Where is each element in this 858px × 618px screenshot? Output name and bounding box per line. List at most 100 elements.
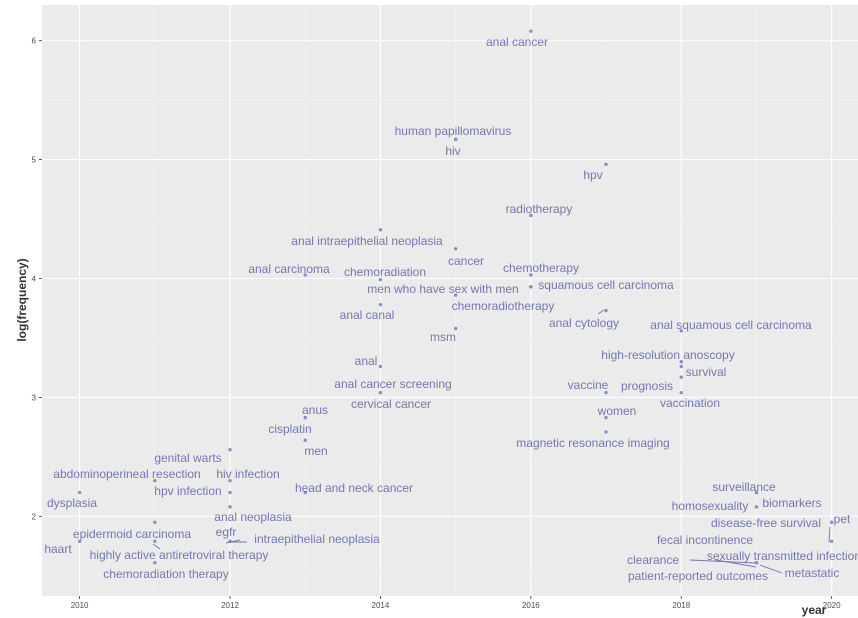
x-tick-label: 2018 <box>672 601 690 610</box>
data-point <box>228 490 232 495</box>
x-tick-label: 2010 <box>71 601 89 610</box>
data-point <box>303 438 307 442</box>
y-axis-title: log(frequency) <box>15 258 29 341</box>
plot-panel <box>42 5 858 596</box>
point-label: chemoradiotherapy <box>452 299 555 313</box>
x-tick-label: 2014 <box>372 601 390 610</box>
point-label: human papillomavirus <box>395 124 512 138</box>
point-label: pet <box>834 512 851 526</box>
point-label: anal intraepithelial neoplasia <box>291 234 443 248</box>
data-point <box>679 375 683 379</box>
label-leader-line <box>828 526 831 543</box>
point-label: fecal incontinence <box>657 533 753 547</box>
data-point <box>303 490 307 495</box>
data-point <box>303 273 307 277</box>
point-label: radiotherapy <box>506 202 573 216</box>
data-point <box>453 293 458 297</box>
data-point <box>453 137 458 142</box>
point-label: survival <box>686 365 727 379</box>
data-point <box>303 415 307 420</box>
point-label: anal squamous cell carcinoma <box>650 318 812 332</box>
point-label: msm <box>430 330 456 344</box>
x-tick-label: 2020 <box>823 601 841 610</box>
x-tick-label: 2012 <box>221 601 239 610</box>
point-label: anal carcinoma <box>248 262 330 276</box>
data-point <box>829 539 834 543</box>
point-label: anal cancer <box>486 35 548 49</box>
data-point <box>604 390 608 395</box>
data-point <box>604 308 608 313</box>
y-tick-label: 6 <box>32 37 37 46</box>
data-point <box>378 228 383 232</box>
point-label: vaccination <box>660 396 720 410</box>
point-label: cervical cancer <box>351 397 431 411</box>
point-label: chemoradiation <box>344 265 426 279</box>
point-label: anal cytology <box>549 316 619 330</box>
data-point <box>378 302 383 307</box>
point-label: cancer <box>448 254 484 268</box>
point-label: metastatic <box>785 566 840 580</box>
point-label: genital warts <box>154 451 221 465</box>
data-point <box>378 277 383 282</box>
data-point <box>153 539 157 543</box>
data-point <box>77 490 82 495</box>
label-leader-line <box>152 543 161 550</box>
data-point <box>679 329 683 333</box>
point-label: vaccine <box>568 378 609 392</box>
x-axis-ticks: 2010 2012 2014 2016 2018 2020 <box>71 596 841 610</box>
point-label: head and neck cancer <box>295 481 413 495</box>
data-point <box>529 285 533 289</box>
data-point <box>228 448 232 452</box>
x-tick-label: 2016 <box>522 601 540 610</box>
point-label: surveillance <box>712 480 776 494</box>
data-point <box>754 490 759 495</box>
data-point <box>529 213 533 218</box>
point-label: magnetic resonance imaging <box>516 436 669 450</box>
point-label: hiv <box>445 144 460 158</box>
point-label: disease-free survival <box>711 516 821 530</box>
point-label: homosexuality <box>672 499 749 513</box>
y-tick-label: 3 <box>32 393 37 402</box>
point-label: squamous cell carcinoma <box>538 278 674 292</box>
point-label: anal cancer screening <box>334 377 451 391</box>
point-label: chemoradiation therapy <box>103 567 228 581</box>
point-label: prognosis <box>621 379 673 393</box>
label-leader-line <box>225 539 241 544</box>
point-label: chemotherapy <box>503 261 579 275</box>
point-label: dysplasia <box>47 496 97 510</box>
point-label: women <box>597 404 637 418</box>
point-label: anus <box>302 403 328 417</box>
label-leader-line <box>759 564 783 574</box>
y-tick-label: 4 <box>32 275 37 284</box>
point-label: cisplatin <box>268 422 311 436</box>
x-axis-title: year <box>802 603 827 617</box>
point-label: egfr <box>216 525 237 539</box>
point-label: anal canal <box>340 308 395 322</box>
data-point <box>77 539 82 543</box>
y-tick-label: 5 <box>32 156 37 165</box>
data-point <box>153 478 157 483</box>
point-label: abdominoperineal resection <box>53 467 200 481</box>
data-point <box>453 326 458 331</box>
point-labels: anal cancer human papillomavirus hiv hpv rad… <box>44 35 858 583</box>
data-point <box>604 162 608 167</box>
data-point <box>453 247 458 251</box>
point-label: anal neoplasia <box>214 510 292 524</box>
point-label: high-resolution anoscopy <box>601 348 734 362</box>
label-leader-line <box>597 309 605 315</box>
point-label: biomarkers <box>762 496 821 510</box>
data-point <box>604 430 608 434</box>
data-point <box>228 478 232 483</box>
data-point <box>754 561 759 565</box>
point-label: intraepithelial neoplasia <box>254 532 380 546</box>
data-points <box>77 29 834 565</box>
label-leader-lines <box>152 309 831 574</box>
y-axis-ticks: 2 3 4 5 6 <box>32 37 42 521</box>
point-label: hpv infection <box>154 484 221 498</box>
point-label: sexually transmitted infections <box>707 549 858 563</box>
point-label: hiv infection <box>216 467 279 481</box>
data-point <box>679 390 683 395</box>
point-label: men <box>304 444 327 458</box>
data-point <box>378 390 383 395</box>
y-tick-label: 2 <box>32 512 37 521</box>
